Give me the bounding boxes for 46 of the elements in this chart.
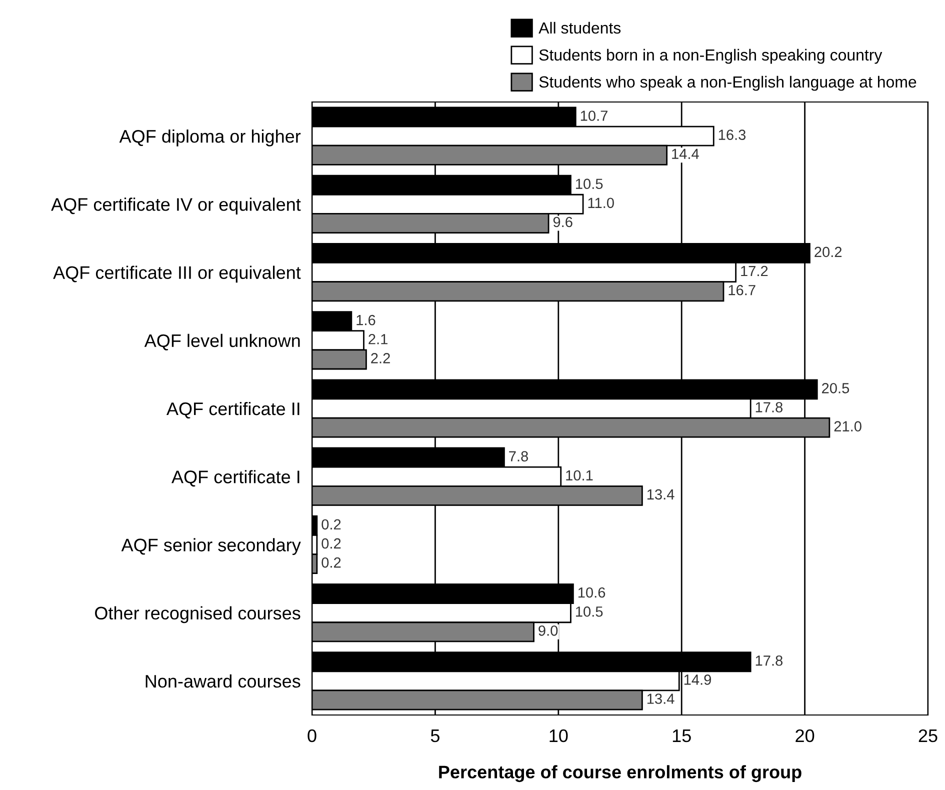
data-label: 0.2 bbox=[322, 557, 341, 568]
data-label: 10.1 bbox=[566, 470, 593, 481]
legend-label: All students bbox=[538, 22, 621, 34]
legend-label: Students born in a non-English speaking country bbox=[539, 48, 882, 64]
data-label: 10.7 bbox=[580, 110, 608, 121]
x-tick-label: 20 bbox=[796, 729, 814, 742]
data-label: 10.6 bbox=[578, 587, 606, 598]
x-tick-label: 15 bbox=[672, 730, 691, 742]
y-tick-label: AQF level unknown bbox=[144, 334, 300, 350]
x-tick-label: 10 bbox=[550, 729, 568, 742]
data-label: 1.6 bbox=[356, 314, 376, 326]
y-tick-label: AQF certificate III or equivalent bbox=[53, 266, 301, 283]
legend-label: Students who speak a non-English language at home bbox=[539, 76, 916, 91]
data-label: 2.2 bbox=[371, 353, 390, 364]
data-label: 16.7 bbox=[728, 284, 756, 296]
data-label: 0.2 bbox=[322, 538, 341, 549]
data-label: 2.1 bbox=[368, 334, 388, 344]
data-label: 7.8 bbox=[509, 451, 528, 462]
data-label: 14.4 bbox=[672, 148, 699, 159]
data-label: 11.0 bbox=[588, 198, 614, 208]
data-label: 9.6 bbox=[553, 216, 572, 228]
y-tick-label: Other recognised courses bbox=[95, 606, 300, 624]
y-tick-label: AQF senior secondary bbox=[121, 538, 301, 556]
x-tick-label: 0 bbox=[308, 729, 316, 742]
x-axis-title: Percentage of course enrolments of group bbox=[439, 765, 802, 782]
y-tick-label: AQF certificate IV or equivalent bbox=[51, 198, 301, 214]
data-label: 17.2 bbox=[741, 266, 768, 276]
data-label: 16.3 bbox=[718, 130, 746, 140]
data-label: 14.9 bbox=[684, 674, 711, 685]
data-label: 17.8 bbox=[756, 402, 783, 412]
data-label: 20.2 bbox=[814, 246, 842, 258]
y-tick-label: AQF certificate I bbox=[172, 470, 300, 487]
x-tick-label: 25 bbox=[918, 729, 938, 742]
data-label: 10.5 bbox=[576, 178, 603, 190]
data-label: 13.4 bbox=[647, 489, 674, 500]
data-label: 20.5 bbox=[822, 383, 850, 394]
data-label: 21.0 bbox=[834, 421, 862, 432]
data-label: 9.0 bbox=[538, 625, 558, 636]
y-tick-label: AQF diploma or higher bbox=[119, 130, 301, 146]
data-label: 0.2 bbox=[322, 519, 341, 530]
y-tick-label: Non-award courses bbox=[146, 674, 300, 688]
data-label: 10.5 bbox=[576, 606, 603, 617]
data-label: 13.4 bbox=[647, 694, 674, 704]
data-label: 17.8 bbox=[756, 655, 783, 666]
x-tick-label: 5 bbox=[430, 730, 440, 742]
y-tick-label: AQF certificate II bbox=[166, 402, 300, 418]
